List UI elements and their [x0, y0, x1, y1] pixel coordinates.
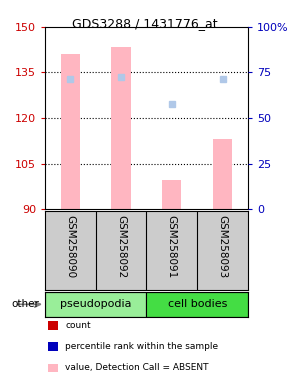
Text: cell bodies: cell bodies	[168, 299, 227, 310]
Text: percentile rank within the sample: percentile rank within the sample	[65, 342, 218, 351]
Bar	[146, 292, 248, 317]
Text: GSM258092: GSM258092	[116, 215, 126, 278]
Bar	[45, 292, 146, 317]
Bar	[61, 54, 80, 209]
Text: GSM258090: GSM258090	[65, 215, 75, 278]
Text: GSM258091: GSM258091	[167, 215, 177, 278]
Bar	[111, 46, 131, 209]
Text: value, Detection Call = ABSENT: value, Detection Call = ABSENT	[65, 363, 209, 372]
Text: other: other	[11, 299, 39, 310]
Text: GDS3288 / 1431776_at: GDS3288 / 1431776_at	[72, 17, 218, 30]
Bar	[162, 180, 182, 209]
Bar	[213, 139, 232, 209]
Text: GSM258093: GSM258093	[218, 215, 228, 278]
Text: count: count	[65, 321, 91, 330]
Text: pseudopodia: pseudopodia	[60, 299, 131, 310]
